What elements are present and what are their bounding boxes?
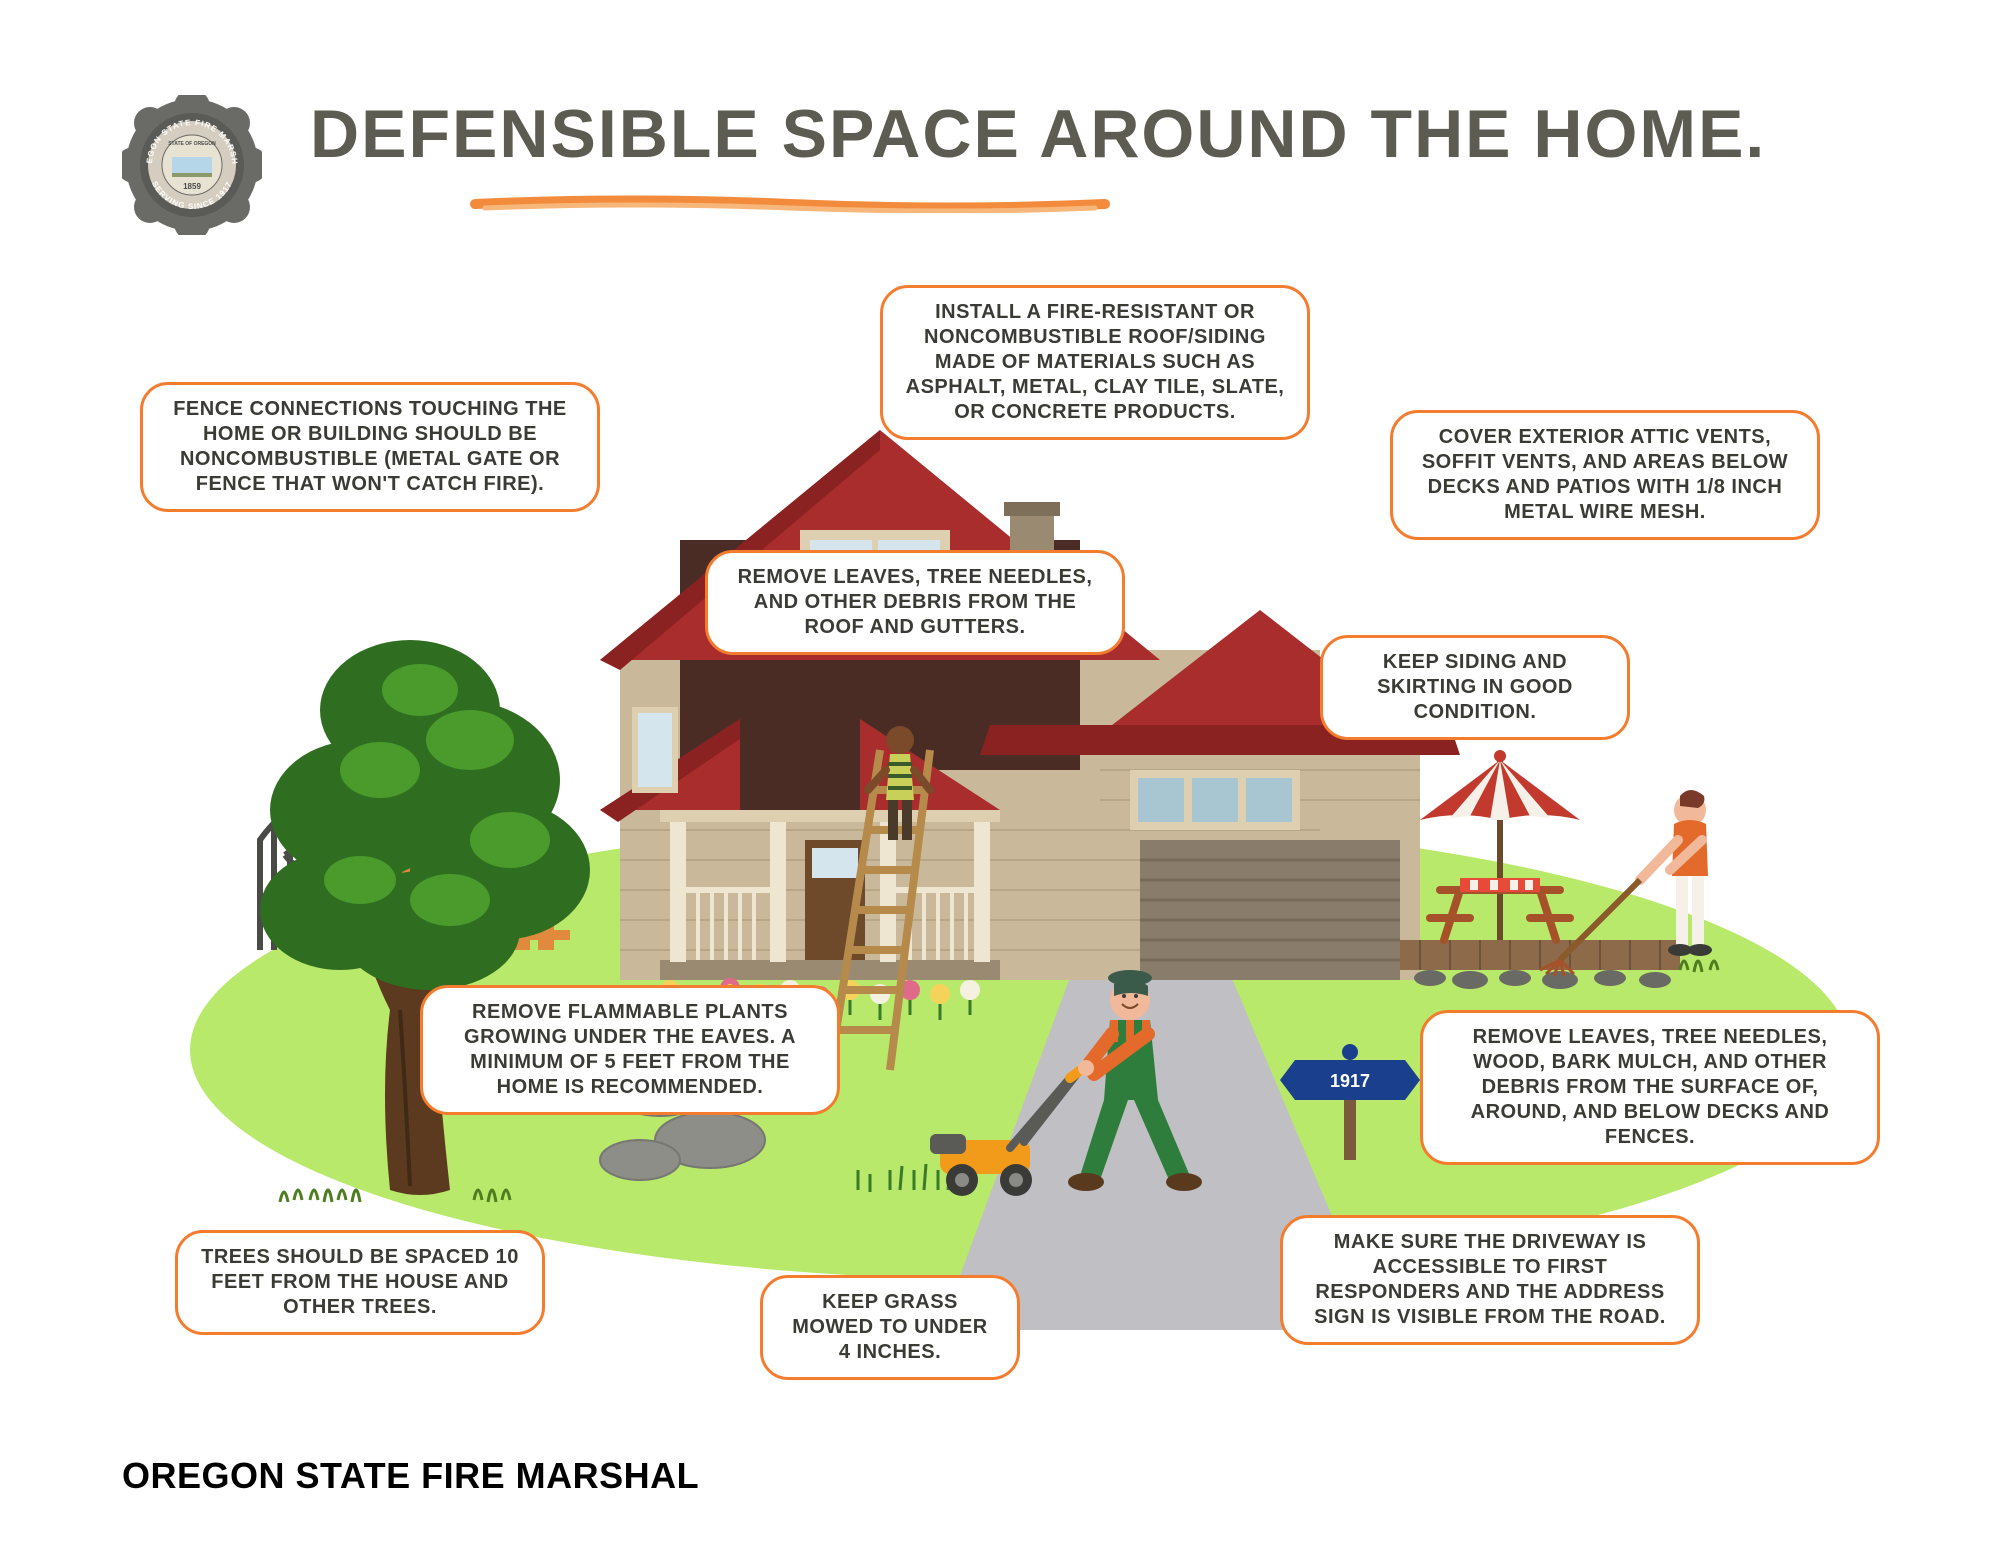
callout-driveway: MAKE SURE THE DRIVEWAY IS ACCESSIBLE TO … (1280, 1215, 1700, 1345)
callout-eaves: REMOVE FLAMMABLE PLANTS GROWING UNDER TH… (420, 985, 840, 1115)
callout-decks: REMOVE LEAVES, TREE NEEDLES, WOOD, BARK … (1420, 1010, 1880, 1165)
page-title: DEFENSIBLE SPACE AROUND THE HOME. (310, 95, 1766, 173)
callout-vents: COVER EXTERIOR ATTIC VENTS, SOFFIT VENTS… (1390, 410, 1820, 540)
svg-text:1859: 1859 (183, 182, 201, 191)
callout-grass: KEEP GRASS MOWED TO UNDER 4 INCHES. (760, 1275, 1020, 1380)
callout-gutters: REMOVE LEAVES, TREE NEEDLES, AND OTHER D… (705, 550, 1125, 655)
svg-text:STATE OF OREGON: STATE OF OREGON (168, 141, 216, 147)
callout-trees: TREES SHOULD BE SPACED 10 FEET FROM THE … (175, 1230, 545, 1335)
callout-roof: INSTALL A FIRE-RESISTANT OR NONCOMBUSTIB… (880, 285, 1310, 440)
svg-text:1917: 1917 (1330, 1071, 1370, 1091)
osfm-seal-logo: OREGON STATE FIRE MARSHAL SERVING SINCE … (122, 95, 262, 235)
footer-org-name: OREGON STATE FIRE MARSHAL (122, 1455, 699, 1497)
callout-fence: FENCE CONNECTIONS TOUCHING THE HOME OR B… (140, 382, 600, 512)
title-underline (470, 195, 1110, 213)
callout-siding: KEEP SIDING AND SKIRTING IN GOOD CONDITI… (1320, 635, 1630, 740)
